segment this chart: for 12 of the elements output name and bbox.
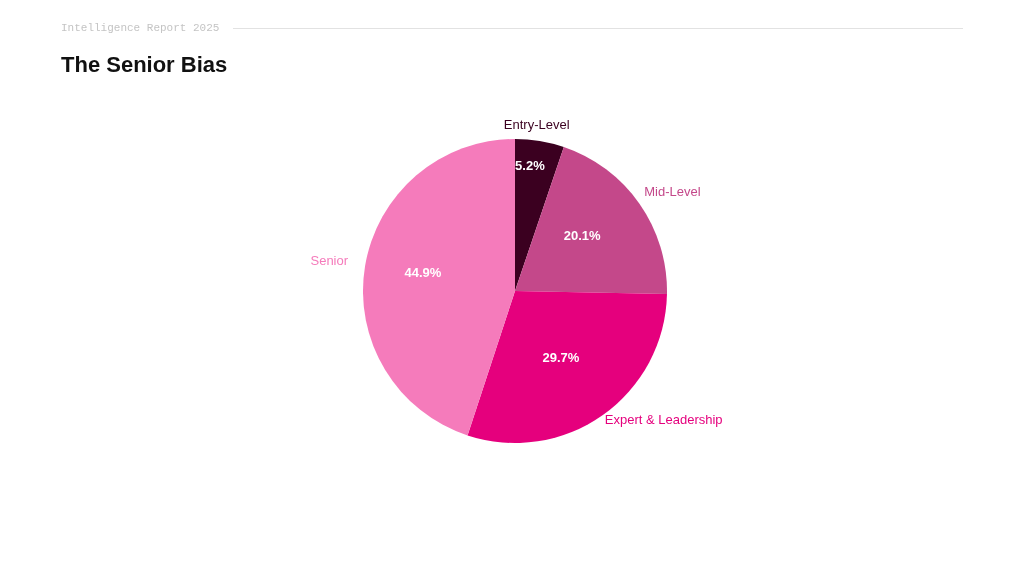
data-label: 20.1%	[563, 227, 602, 243]
slice-label: Entry-Level	[503, 116, 570, 132]
data-label: 44.9%	[404, 264, 442, 280]
slice-label: Senior	[310, 252, 349, 268]
data-label: 29.7%	[542, 350, 580, 366]
pie-slice	[363, 139, 515, 436]
chart-title: The Senior Bias	[61, 52, 228, 78]
pie-slice	[515, 139, 564, 291]
text: Intelligence Report 2025	[61, 22, 220, 34]
slice-label: Expert & Leadership	[604, 412, 723, 428]
data-label: 5.2%	[515, 157, 546, 173]
slice-label: Mid-Level	[644, 184, 701, 200]
